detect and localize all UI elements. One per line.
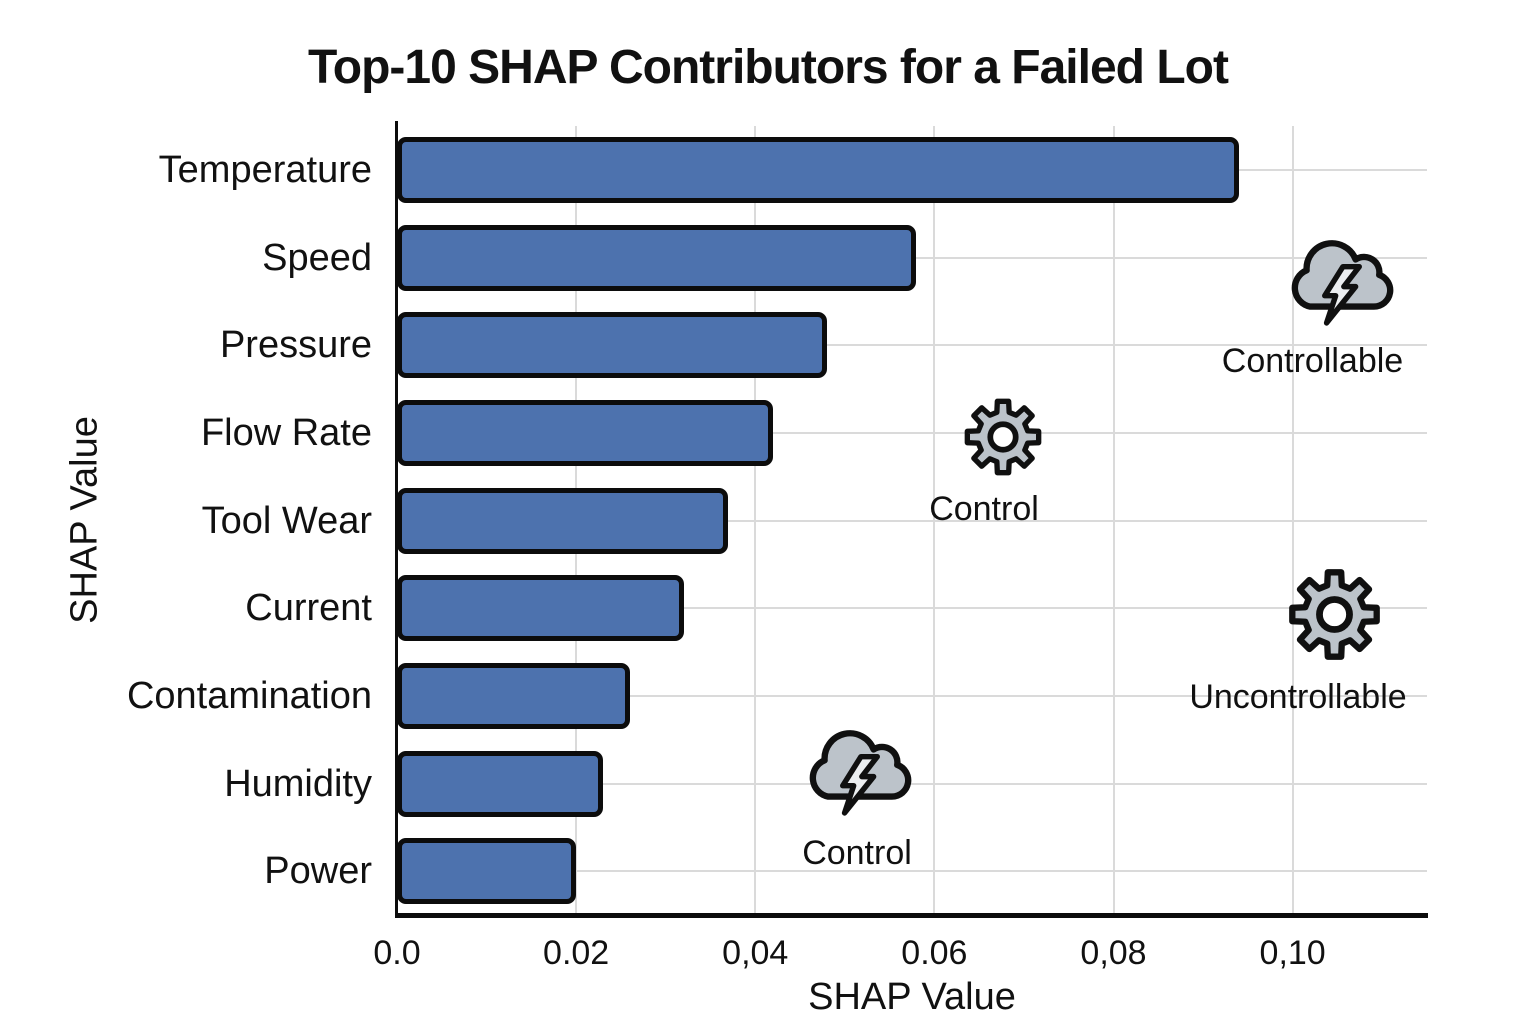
storm-cloud-lightning-icon (1291, 240, 1394, 326)
x-axis-label: SHAP Value (808, 976, 1016, 1018)
annotation-label-controllable: Controllable (1221, 342, 1404, 380)
bar-pressure (397, 312, 827, 379)
category-label: Flow Rate (200, 411, 372, 454)
bar-tool-wear (397, 487, 729, 554)
bar-temperature (397, 136, 1239, 203)
gridline-horizontal (397, 519, 1427, 522)
annotation-label-uncontrollable: Uncontrollable (1189, 678, 1407, 716)
category-label: Current (245, 587, 372, 630)
x-tick-label: 0.02 (543, 934, 610, 972)
x-tick-label: 0.06 (901, 934, 968, 972)
gridline-horizontal (397, 431, 1427, 434)
bar-contamination (397, 662, 630, 729)
x-tick-label: 0,08 (1080, 934, 1147, 972)
category-label: Speed (262, 236, 372, 279)
category-label: Contamination (126, 674, 372, 717)
annotation-label-control-gear: Control (929, 490, 1039, 528)
gridline-horizontal (397, 694, 1427, 697)
x-tick-label: 0,10 (1259, 934, 1326, 972)
bar-speed (397, 224, 917, 291)
annotation-label-control-cloud: Control (802, 834, 912, 872)
category-label: Tool Wear (201, 499, 372, 542)
gridline-horizontal (397, 344, 1427, 347)
plot-area (397, 126, 1427, 915)
x-axis-spine (395, 913, 1428, 918)
gridline-horizontal (397, 607, 1427, 610)
bar-humidity (397, 750, 603, 817)
storm-cloud-lightning-icon (809, 730, 912, 816)
gear-icon (964, 398, 1042, 476)
bar-power (397, 838, 577, 905)
gear-icon (1289, 569, 1380, 660)
y-axis-spine (395, 121, 398, 915)
category-label: Pressure (219, 324, 372, 367)
category-label: Temperature (158, 148, 372, 191)
x-tick-label: 0,04 (722, 934, 789, 972)
category-label: Power (264, 850, 372, 893)
bar-current (397, 575, 684, 642)
gridline-horizontal (397, 782, 1427, 785)
bar-flow-rate (397, 399, 774, 466)
gridline-horizontal (397, 870, 1427, 873)
category-label: Humidity (224, 762, 372, 805)
chart-title: Top-10 SHAP Contributors for a Failed Lo… (308, 41, 1229, 94)
x-tick-label: 0.0 (373, 934, 421, 972)
